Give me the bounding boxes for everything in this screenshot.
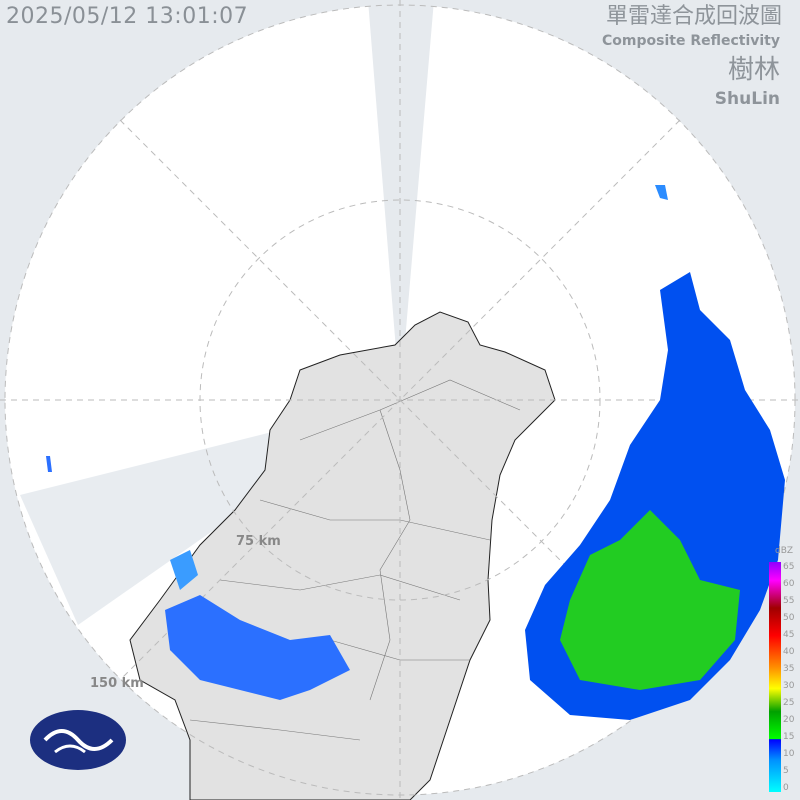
legend-tick: 35 <box>783 664 795 674</box>
station-chinese: 樹林 <box>727 55 780 85</box>
range-label-150: 150 km <box>90 676 144 691</box>
legend-ticks: 65 60 55 50 45 40 35 30 25 20 15 10 5 0 <box>783 559 794 797</box>
echo-west-dot <box>46 456 52 472</box>
echo-east-moderate <box>560 510 740 690</box>
title-chinese: 單雷達合成回波圖 <box>605 4 782 29</box>
title-english: Composite Reflectivity <box>602 33 780 49</box>
legend-tick: 50 <box>783 613 795 623</box>
legend-tick: 0 <box>783 783 789 793</box>
legend-tick: 45 <box>783 630 795 640</box>
echo-small <box>655 185 668 200</box>
dbz-legend: dBZ 65 60 55 50 45 40 35 30 25 20 15 10 … <box>769 546 800 800</box>
legend-unit: dBZ <box>775 546 794 556</box>
legend-tick: 55 <box>783 596 795 606</box>
cwa-logo <box>30 710 126 770</box>
legend-tick: 65 <box>783 562 795 572</box>
legend-tick: 40 <box>783 647 795 657</box>
echo-west-small <box>170 550 198 590</box>
legend-colorbar <box>769 562 781 792</box>
echo-southwest <box>165 595 350 700</box>
legend-tick: 10 <box>783 749 795 759</box>
legend-tick: 20 <box>783 715 795 725</box>
timestamp: 2025/05/12 13:01:07 <box>6 4 249 29</box>
legend-tick: 25 <box>783 698 795 708</box>
range-label-75: 75 km <box>236 534 281 549</box>
legend-tick: 5 <box>783 766 789 776</box>
legend-tick: 30 <box>783 681 795 691</box>
radar-echoes <box>46 185 785 720</box>
legend-tick: 15 <box>783 732 795 742</box>
legend-tick: 60 <box>783 579 795 589</box>
blind-sector-north <box>368 0 434 400</box>
station-english: ShuLin <box>714 89 780 109</box>
